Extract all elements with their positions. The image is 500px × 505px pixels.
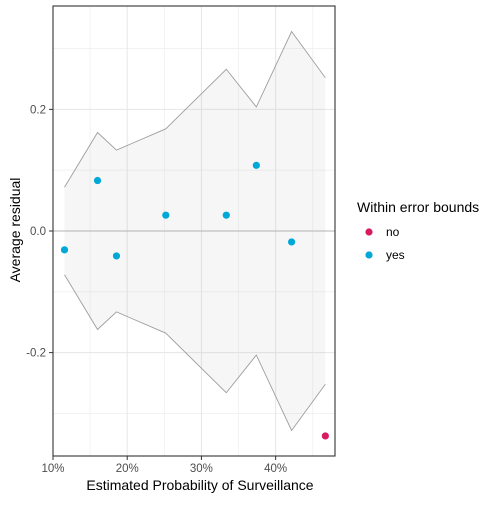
point-no-0 xyxy=(321,432,329,440)
point-yes-4 xyxy=(222,211,230,219)
point-yes-5 xyxy=(252,161,260,169)
y-tick-label-0: -0.2 xyxy=(26,348,46,360)
legend-items: no yes xyxy=(365,225,405,262)
lower-bound-line xyxy=(64,274,326,432)
x-tick-label-3: 40% xyxy=(264,463,287,475)
legend-title: Within error bounds xyxy=(357,199,479,215)
point-yes-6 xyxy=(287,238,296,246)
point-yes-1 xyxy=(93,176,102,185)
point-yes-2 xyxy=(112,252,121,260)
y-tick-label-1: 0.0 xyxy=(30,226,46,238)
error-bounds-layer xyxy=(53,30,335,432)
x-tick-label-0: 10% xyxy=(41,463,64,475)
legend-key-no xyxy=(365,228,373,236)
legend: Within error bounds no yes xyxy=(357,199,479,262)
axis-layer: 10% 20% 30% 40% -0.2 0.0 0.2 xyxy=(26,5,336,475)
legend-label-yes: yes xyxy=(386,248,405,262)
x-axis-title: Estimated Probability of Surveillance xyxy=(86,477,313,493)
point-yes-0 xyxy=(60,246,69,254)
x-tick-label-2: 30% xyxy=(190,463,213,475)
points-layer xyxy=(60,161,329,440)
x-tick-label-1: 20% xyxy=(116,463,139,475)
y-tick-label-2: 0.2 xyxy=(30,104,46,116)
y-axis-title: Average residual xyxy=(7,178,23,283)
point-yes-3 xyxy=(162,211,170,219)
legend-key-yes xyxy=(365,251,373,259)
upper-bound-line xyxy=(64,30,326,188)
legend-label-no: no xyxy=(386,225,400,239)
